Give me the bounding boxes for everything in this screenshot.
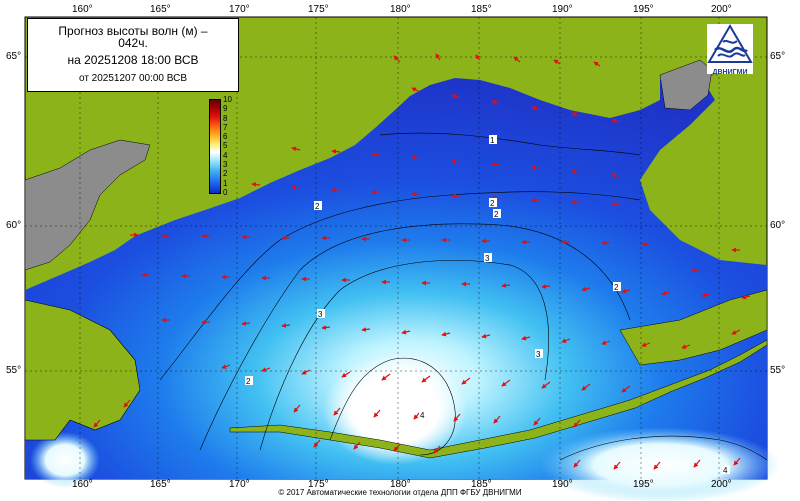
lon-label-top: 170°: [229, 4, 250, 15]
colorbar-tick: 2: [223, 169, 228, 179]
lon-label-top: 185°: [471, 4, 492, 15]
contour-label: 3: [536, 350, 541, 359]
lat-label-right: 65°: [770, 51, 786, 62]
lat-label-left: 55°: [6, 365, 22, 376]
lon-label-bottom: 180°: [390, 479, 411, 490]
colorbar-tick: 3: [223, 160, 228, 170]
wave-arrows: [93, 53, 751, 470]
lon-label-bottom: 170°: [229, 479, 250, 490]
lon-label-bottom: 200°: [711, 479, 732, 490]
dvnigmi-logo: ДВНИГМИ: [707, 24, 753, 76]
lon-label-top: 190°: [552, 4, 573, 15]
lon-label-bottom: 165°: [150, 479, 171, 490]
contour-label: 2: [246, 377, 251, 386]
lat-label-right: 55°: [770, 365, 786, 376]
colorbar-tick: 1: [223, 178, 228, 188]
forecast-valid-time: на 20251208 18:00 ВСВ: [67, 53, 199, 67]
lon-label-top: 200°: [711, 4, 732, 15]
sea-area: [25, 75, 767, 479]
gray-land-east: [659, 59, 713, 111]
forecast-base-time: от 20251207 00:00 ВСВ: [78, 73, 187, 84]
lon-label-bottom: 160°: [72, 479, 93, 490]
logo-icon: [707, 24, 753, 63]
colorbar: [209, 99, 221, 194]
contour-label-group: 1 2 2 2 3 3 2 3 2 4 4: [245, 135, 730, 475]
lon-label-top: 180°: [390, 4, 411, 15]
contour-label: 2: [614, 283, 619, 292]
contour-label: 3: [485, 254, 490, 263]
lon-label-top: 195°: [633, 4, 654, 15]
alaska-peninsula: [619, 289, 768, 366]
lat-label-left: 65°: [6, 51, 22, 62]
contour-label: 4: [420, 411, 425, 420]
kamchatka-land: [24, 299, 141, 441]
contour-label: 2: [315, 202, 320, 211]
forecast-title: Прогноз высоты волн (м) –: [58, 24, 208, 38]
contour-lines: [159, 132, 768, 461]
copyright-footer: © 2017 Автоматические технологии отдела …: [278, 488, 522, 497]
colorbar-tick: 5: [223, 141, 228, 151]
gray-land-west: [24, 139, 151, 271]
lon-label-bottom: 185°: [471, 479, 492, 490]
lon-label-bottom: 195°: [633, 479, 654, 490]
colorbar-tick: 7: [223, 122, 228, 132]
colorbar-tick: 6: [223, 132, 228, 142]
contour-label: 1: [490, 136, 495, 145]
lon-label-top: 160°: [72, 4, 93, 15]
forecast-hours: 042ч.: [118, 36, 148, 50]
colorbar-ticks: 10 9 8 7 6 5 4 3 2 1 0: [223, 95, 232, 197]
colorbar-tick: 9: [223, 104, 228, 114]
high-wave-zone-south: [540, 427, 780, 501]
contour-label: 2: [490, 199, 495, 208]
logo-text: ДВНИГМИ: [712, 69, 748, 76]
forecast-info-box: Прогноз высоты волн (м) – 042ч. на 20251…: [27, 18, 239, 92]
lat-label-right: 60°: [770, 220, 786, 231]
lon-label-bottom: 175°: [308, 479, 329, 490]
lon-label-top: 175°: [308, 4, 329, 15]
contour-label: 4: [723, 466, 728, 475]
high-wave-zone-west: [30, 432, 100, 488]
lon-label-top: 165°: [150, 4, 171, 15]
colorbar-tick: 4: [223, 150, 228, 160]
lon-label-bottom: 190°: [552, 479, 573, 490]
lat-label-left: 60°: [6, 220, 22, 231]
colorbar-tick: 8: [223, 113, 228, 123]
contour-label: 3: [318, 310, 323, 319]
contour-label: 2: [494, 210, 499, 219]
colorbar-tick: 10: [223, 95, 232, 104]
colorbar-tick: 0: [223, 187, 228, 197]
